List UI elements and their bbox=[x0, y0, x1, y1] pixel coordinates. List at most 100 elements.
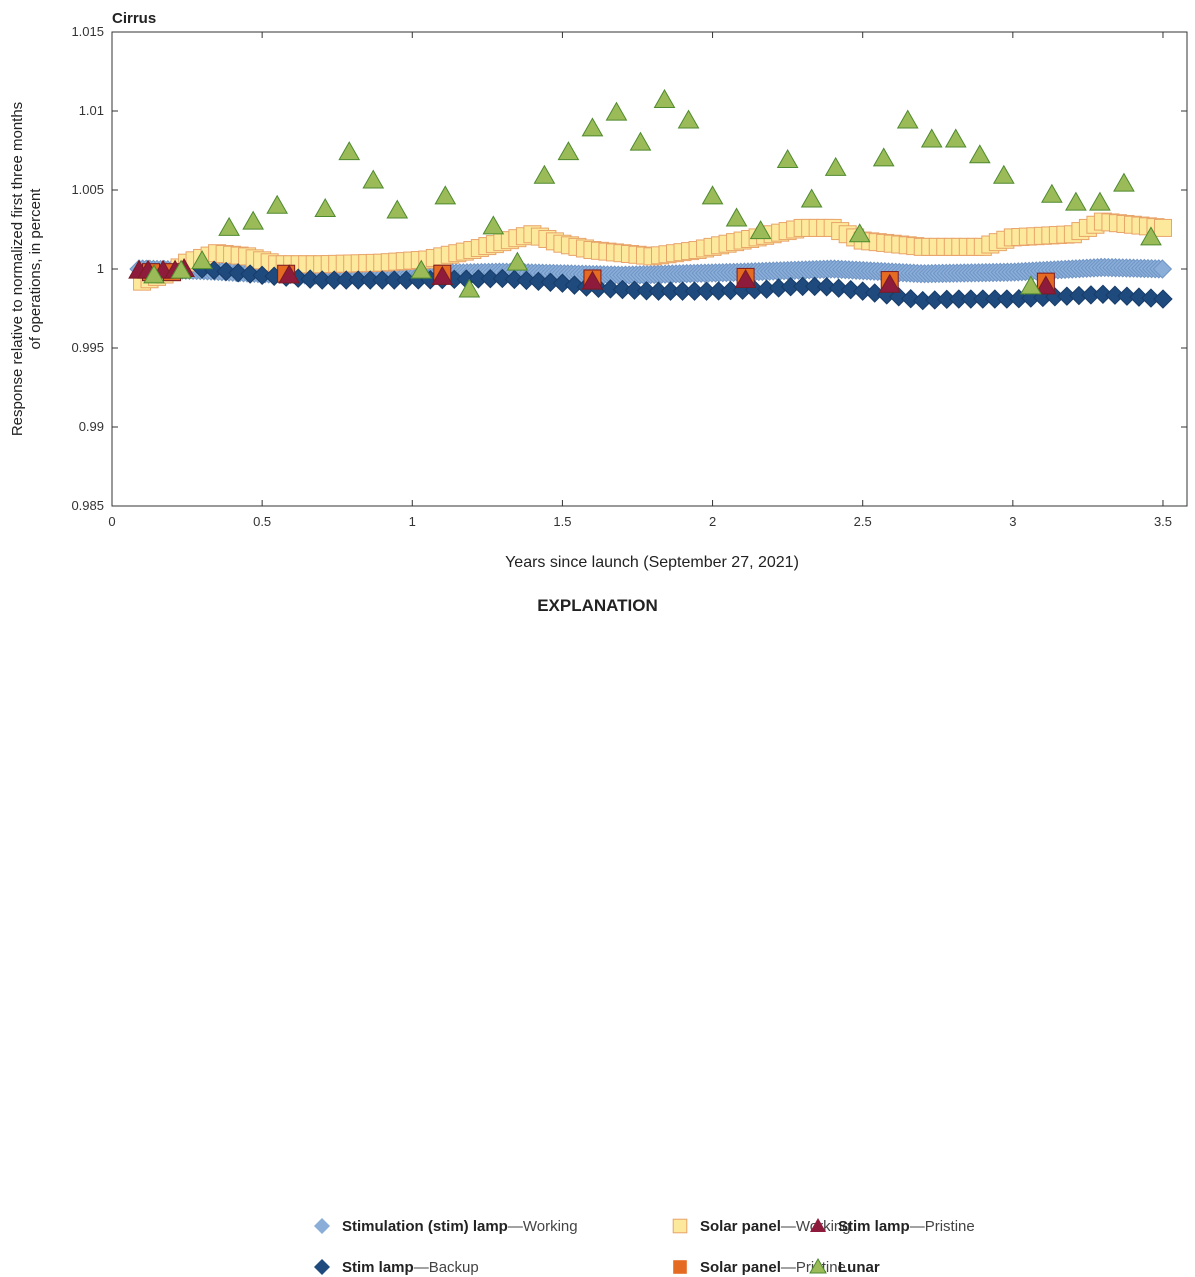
lunar-point bbox=[824, 156, 847, 176]
lunar-point bbox=[242, 210, 264, 230]
stimulation-stim-lamp-working-point bbox=[1152, 259, 1173, 279]
x-tick-label: 2.5 bbox=[854, 514, 872, 529]
stim-lamp-backup-point bbox=[816, 277, 837, 297]
stim-lamp-backup-point bbox=[552, 273, 573, 293]
triangle-icon bbox=[809, 1257, 827, 1274]
square-icon bbox=[673, 1260, 687, 1274]
stim-lamp-backup-point bbox=[528, 271, 549, 292]
stim-lamp-backup-point bbox=[216, 261, 236, 282]
y-tick-label: 1 bbox=[97, 261, 104, 276]
stim-lamp-backup-point bbox=[300, 269, 320, 289]
legend-item: Lunar bbox=[808, 1257, 880, 1277]
legend-label: Solar panel bbox=[700, 1217, 781, 1235]
stim-lamp-pristine-point bbox=[1035, 275, 1057, 295]
stim-lamp-pristine-point bbox=[734, 269, 757, 289]
stim-lamp-backup-point bbox=[516, 270, 537, 291]
legend-label: Lunar bbox=[838, 1258, 880, 1276]
x-tick-label: 0 bbox=[108, 514, 115, 529]
stim-lamp-pristine-point bbox=[431, 265, 454, 285]
lunar-point bbox=[170, 259, 192, 279]
lunar-point bbox=[143, 264, 165, 284]
lunar-point bbox=[218, 216, 240, 236]
lunar-point bbox=[653, 88, 676, 108]
series-5 bbox=[143, 88, 1162, 298]
lunar-point bbox=[266, 194, 289, 214]
legend-qualifier: —Working bbox=[507, 1217, 578, 1235]
stim-lamp-backup-point bbox=[852, 281, 873, 301]
lunar-point bbox=[410, 259, 433, 279]
lunar-point bbox=[1113, 172, 1135, 192]
lunar-point bbox=[191, 250, 213, 270]
lunar-point bbox=[314, 197, 337, 217]
stim-lamp-backup-point bbox=[1105, 285, 1125, 305]
chart-title: Cirrus bbox=[112, 10, 156, 27]
stim-lamp-backup-point bbox=[840, 279, 861, 300]
lunar-point bbox=[458, 278, 481, 298]
lunar-point bbox=[557, 141, 580, 161]
stim-lamp-pristine-point bbox=[278, 264, 301, 284]
diamond-marker-icon bbox=[314, 1259, 330, 1275]
x-tick-label: 0.5 bbox=[253, 514, 271, 529]
series-1 bbox=[133, 212, 1172, 291]
lunar-point bbox=[992, 164, 1015, 184]
legend-title: EXPLANATION bbox=[537, 596, 658, 615]
lunar-point bbox=[434, 185, 457, 205]
stim-lamp-backup-point bbox=[1093, 284, 1113, 304]
lunar-point bbox=[605, 101, 628, 121]
lunar-point bbox=[776, 148, 799, 168]
legend-label: Stim lamp bbox=[838, 1217, 910, 1235]
lunar-point bbox=[362, 169, 385, 189]
y-tick-label: 0.985 bbox=[71, 498, 104, 513]
stim-lamp-backup-point bbox=[564, 275, 585, 295]
lunar-point bbox=[386, 199, 409, 219]
stim-lamp-backup-point bbox=[492, 268, 513, 289]
lunar-point bbox=[629, 131, 652, 151]
triangle-marker-icon bbox=[810, 1218, 826, 1232]
y-tick-label: 1.01 bbox=[79, 103, 104, 118]
stim-lamp-backup-point bbox=[228, 263, 248, 283]
legend-label: Stimulation (stim) lamp bbox=[342, 1217, 508, 1235]
x-tick-label: 2 bbox=[709, 514, 716, 529]
square-marker-icon bbox=[672, 1218, 688, 1234]
x-tick-label: 3.5 bbox=[1154, 514, 1172, 529]
diamond-icon bbox=[314, 1218, 330, 1234]
chart-figure: Cirrus 0 0.5 1 1.5 2 2.5 3 3.5 0.985 0.99 0.995 1 1.… bbox=[9, 10, 1188, 1276]
lunar-point bbox=[944, 128, 967, 148]
lunar-point bbox=[1089, 191, 1111, 211]
lunar-point bbox=[581, 117, 604, 137]
square-icon bbox=[672, 1218, 688, 1234]
lunar-point bbox=[533, 164, 556, 184]
legend-item: Stimulation (stim) lamp —Working bbox=[312, 1216, 578, 1236]
x-axis-label: Years since launch (September 27, 2021) bbox=[505, 554, 799, 571]
lunar-point bbox=[506, 251, 529, 271]
x-tick-label: 3 bbox=[1009, 514, 1016, 529]
lunar-point bbox=[848, 223, 871, 243]
diamond-icon bbox=[314, 1259, 330, 1275]
lunar-point bbox=[920, 128, 943, 148]
stim-lamp-backup-point bbox=[252, 265, 272, 286]
triangle-marker-icon bbox=[809, 1257, 827, 1274]
lunar-point bbox=[725, 207, 748, 227]
y-axis-label-line1: Response relative to normalized first th… bbox=[9, 102, 26, 436]
lunar-point bbox=[1041, 183, 1063, 203]
stim-lamp-backup-point bbox=[1117, 286, 1137, 306]
legend-item: Stim lamp —Backup bbox=[312, 1257, 479, 1277]
stim-lamp-backup-point bbox=[901, 288, 921, 309]
stim-lamp-backup-point bbox=[1153, 289, 1173, 309]
legend-qualifier: —Pristine bbox=[909, 1217, 975, 1235]
lunar-point bbox=[800, 188, 823, 208]
y-tick-label: 1.005 bbox=[71, 182, 104, 197]
lunar-point bbox=[1065, 191, 1087, 211]
stim-lamp-pristine-point bbox=[878, 273, 901, 293]
legend-label: Solar panel bbox=[700, 1258, 781, 1276]
lunar-point bbox=[1140, 226, 1162, 246]
stim-lamp-pristine-point bbox=[581, 270, 604, 290]
stim-lamp-backup-point bbox=[240, 264, 260, 284]
lunar-point bbox=[338, 141, 361, 161]
diamond-marker-icon bbox=[314, 1218, 330, 1234]
lunar-point bbox=[872, 147, 895, 167]
square-marker-icon bbox=[673, 1260, 687, 1274]
y-tick-label: 0.99 bbox=[79, 419, 104, 434]
y-tick-label: 0.995 bbox=[71, 340, 104, 355]
stim-lamp-backup-point bbox=[828, 278, 849, 298]
